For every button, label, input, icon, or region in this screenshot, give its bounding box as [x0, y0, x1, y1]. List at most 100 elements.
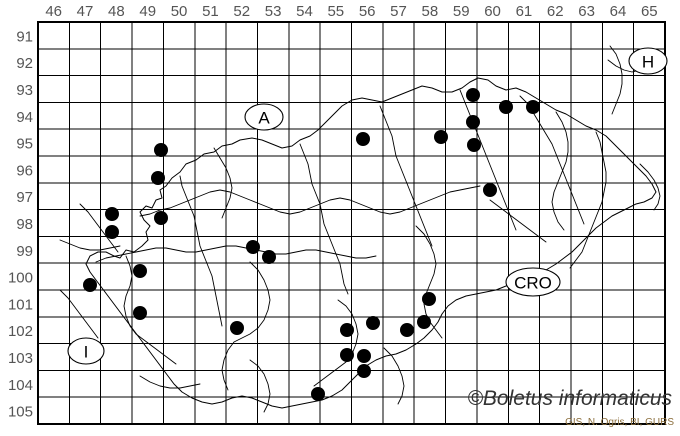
- column-axis-label: 59: [453, 3, 470, 20]
- river-line: [519, 95, 585, 225]
- region-boundary: [609, 45, 623, 115]
- region-boundary: [313, 299, 359, 387]
- occurrence-dot: [154, 143, 168, 157]
- column-axis-label: 46: [45, 3, 62, 20]
- river-line: [299, 143, 349, 295]
- occurrence-dot: [105, 225, 119, 239]
- row-axis-label: 97: [16, 189, 33, 206]
- country-labels: A H CRO I: [67, 47, 668, 365]
- row-axis-label: 104: [8, 377, 33, 394]
- occurrence-dot: [133, 264, 147, 278]
- column-axis-labels: 46 47 48 49 50 51 52 53 54 55 56 57 58 59 60 61 62 63 64 65: [45, 3, 657, 20]
- occurrence-dot: [466, 115, 480, 129]
- occurrence-dot: [154, 211, 168, 225]
- column-axis-label: 63: [578, 3, 595, 20]
- column-axis-label: 56: [359, 3, 376, 20]
- column-axis-label: 48: [108, 3, 125, 20]
- row-axis-label: 96: [16, 162, 33, 179]
- column-axis-label: 57: [390, 3, 407, 20]
- occurrence-dot: [417, 315, 431, 329]
- column-axis-label: 60: [484, 3, 501, 20]
- region-boundary: [139, 375, 201, 389]
- row-axis-label: 99: [16, 243, 33, 260]
- row-axis-label: 103: [8, 350, 33, 367]
- occurrence-dot: [133, 306, 147, 320]
- occurrence-dot: [434, 130, 448, 144]
- region-boundary: [221, 261, 271, 391]
- column-axis-label: 51: [202, 3, 219, 20]
- column-axis-label: 65: [641, 3, 658, 20]
- copyright-label: ©Boletus informaticus: [467, 387, 672, 410]
- occurrence-dot: [366, 316, 380, 330]
- region-boundary: [639, 163, 661, 211]
- country-label-text-hungary: H: [642, 53, 654, 72]
- river-line: [459, 89, 517, 231]
- country-label-text-austria: A: [258, 109, 270, 128]
- column-axis-label: 47: [77, 3, 94, 20]
- row-axis-label: 101: [8, 296, 33, 313]
- column-axis-label: 49: [139, 3, 156, 20]
- river-line: [379, 105, 433, 247]
- row-axis-label: 94: [16, 109, 33, 126]
- river-line: [569, 131, 607, 269]
- river-line: [95, 245, 377, 263]
- occurrence-dot: [340, 348, 354, 362]
- column-axis-label: 53: [265, 3, 282, 20]
- region-boundary: [489, 199, 547, 243]
- region-boundary: [59, 239, 121, 251]
- row-axis-label: 98: [16, 216, 33, 233]
- occurrence-dot: [467, 138, 481, 152]
- occurrence-dot: [230, 321, 244, 335]
- occurrence-dot: [357, 349, 371, 363]
- row-axis-label: 95: [16, 136, 33, 153]
- country-label-bubble-hungary: [628, 47, 668, 75]
- occurrence-dot: [483, 183, 497, 197]
- occurrence-dot: [466, 88, 480, 102]
- country-label-text-italy: I: [84, 343, 89, 362]
- credit-label: GIS, N. Ogris, BI, GURS: [565, 417, 674, 428]
- occurrence-dot: [340, 323, 354, 337]
- row-axis-label: 100: [8, 270, 33, 287]
- occurrence-dot: [400, 323, 414, 337]
- occurrence-dot: [105, 207, 119, 221]
- row-axis-labels: 91 92 93 94 95 96 97 98 99 100 101 102 103 104 105: [8, 28, 33, 420]
- row-axis-label: 91: [16, 28, 33, 45]
- country-label-bubble-croatia: [505, 267, 561, 297]
- country-label-text-croatia: CRO: [514, 274, 552, 293]
- occurrence-dot: [499, 100, 513, 114]
- column-axis-label: 64: [610, 3, 627, 20]
- row-axis-label: 92: [16, 55, 33, 72]
- occurrence-dot: [262, 250, 276, 264]
- occurrence-dot: [83, 278, 97, 292]
- column-axis-label: 50: [171, 3, 188, 20]
- region-boundary: [249, 359, 271, 413]
- column-axis-label: 62: [547, 3, 564, 20]
- occurrence-dots: [83, 88, 540, 401]
- occurrence-dot: [151, 171, 165, 185]
- row-axis-label: 105: [8, 404, 33, 421]
- column-axis-label: 61: [516, 3, 533, 20]
- region-boundary: [59, 289, 99, 339]
- occurrence-dot: [422, 292, 436, 306]
- region-boundary: [79, 203, 119, 253]
- occurrence-dot: [357, 364, 371, 378]
- column-axis-label: 52: [233, 3, 250, 20]
- river-line: [179, 175, 223, 327]
- occurrence-dot: [526, 100, 540, 114]
- region-boundary: [551, 111, 569, 231]
- slovenia-border: [85, 77, 657, 409]
- occurrence-dot: [246, 240, 260, 254]
- grid-lines: [37, 21, 666, 425]
- internal-boundaries-and-rivers: [59, 45, 661, 413]
- region-boundary: [383, 347, 405, 405]
- country-label-bubble-austria: [244, 103, 284, 131]
- river-line: [139, 185, 481, 217]
- occurrence-dot: [356, 132, 370, 146]
- row-axis-label: 93: [16, 82, 33, 99]
- row-axis-label: 102: [8, 323, 33, 340]
- country-label-bubble-italy: [67, 337, 105, 365]
- grid-frame: [37, 21, 666, 425]
- column-axis-label: 58: [422, 3, 439, 20]
